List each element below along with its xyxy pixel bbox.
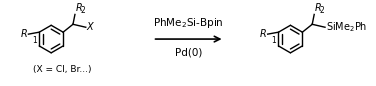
- Text: Pd(0): Pd(0): [175, 48, 202, 58]
- Text: 1: 1: [271, 36, 276, 45]
- Text: (X = Cl, Br...): (X = Cl, Br...): [33, 64, 92, 74]
- Text: R: R: [315, 3, 322, 14]
- Text: 1: 1: [32, 36, 36, 45]
- Text: R: R: [76, 3, 83, 14]
- Text: PhMe$_2$Si-Bpin: PhMe$_2$Si-Bpin: [153, 16, 224, 30]
- Text: R: R: [21, 29, 27, 39]
- Text: R: R: [260, 29, 267, 39]
- Text: 2: 2: [320, 6, 324, 15]
- Text: 2: 2: [80, 6, 85, 15]
- Text: X: X: [87, 22, 93, 32]
- Text: SiMe$_2$Ph: SiMe$_2$Ph: [326, 20, 367, 34]
